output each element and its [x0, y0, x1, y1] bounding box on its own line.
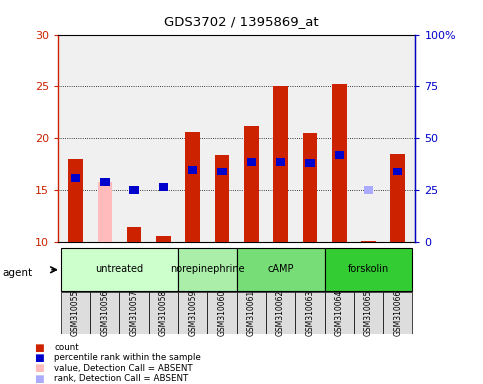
FancyBboxPatch shape	[237, 292, 266, 334]
Text: GSM310065: GSM310065	[364, 290, 373, 336]
FancyBboxPatch shape	[354, 292, 383, 334]
FancyBboxPatch shape	[90, 292, 119, 334]
FancyBboxPatch shape	[61, 248, 178, 291]
FancyBboxPatch shape	[178, 292, 207, 334]
FancyBboxPatch shape	[119, 292, 149, 334]
FancyBboxPatch shape	[178, 248, 237, 291]
Text: ■: ■	[34, 353, 43, 363]
Bar	[100, 178, 110, 186]
Text: percentile rank within the sample: percentile rank within the sample	[54, 353, 201, 362]
FancyBboxPatch shape	[149, 292, 178, 334]
Bar	[302, 133, 317, 242]
Bar	[244, 126, 258, 242]
Bar	[156, 236, 171, 242]
FancyBboxPatch shape	[325, 292, 354, 334]
Bar	[215, 155, 229, 242]
Text: GSM310066: GSM310066	[393, 290, 402, 336]
FancyBboxPatch shape	[325, 248, 412, 291]
FancyBboxPatch shape	[383, 292, 412, 334]
Text: GDS3702 / 1395869_at: GDS3702 / 1395869_at	[164, 15, 319, 28]
Bar	[364, 186, 373, 194]
Text: GSM310062: GSM310062	[276, 290, 285, 336]
Bar	[127, 227, 142, 242]
Text: ■: ■	[34, 374, 43, 384]
Bar	[276, 158, 285, 166]
Bar	[332, 84, 346, 242]
Bar	[68, 159, 83, 242]
Text: norepinephrine: norepinephrine	[170, 264, 245, 274]
Text: untreated: untreated	[96, 264, 143, 274]
Bar	[217, 167, 227, 175]
Bar	[247, 158, 256, 166]
Bar	[361, 241, 376, 242]
Bar	[159, 183, 168, 191]
Text: count: count	[54, 343, 79, 352]
Text: GSM310058: GSM310058	[159, 290, 168, 336]
FancyBboxPatch shape	[207, 292, 237, 334]
Text: GSM310055: GSM310055	[71, 290, 80, 336]
Bar	[305, 159, 314, 167]
Bar	[129, 186, 139, 194]
FancyBboxPatch shape	[61, 292, 90, 334]
Bar	[98, 182, 112, 242]
FancyBboxPatch shape	[295, 292, 325, 334]
Bar	[393, 167, 402, 175]
Text: GSM310057: GSM310057	[129, 290, 139, 336]
Text: rank, Detection Call = ABSENT: rank, Detection Call = ABSENT	[54, 374, 188, 383]
Text: cAMP: cAMP	[268, 264, 294, 274]
FancyBboxPatch shape	[266, 292, 295, 334]
Text: GSM310059: GSM310059	[188, 290, 197, 336]
Bar	[273, 86, 288, 242]
Text: GSM310063: GSM310063	[305, 290, 314, 336]
Bar	[185, 132, 200, 242]
Text: GSM310056: GSM310056	[100, 290, 109, 336]
Bar	[335, 151, 344, 159]
Text: GSM310061: GSM310061	[247, 290, 256, 336]
Text: value, Detection Call = ABSENT: value, Detection Call = ABSENT	[54, 364, 193, 373]
Text: GSM310064: GSM310064	[335, 290, 344, 336]
Text: ■: ■	[34, 343, 43, 353]
FancyBboxPatch shape	[237, 248, 325, 291]
Bar	[71, 174, 80, 182]
Text: GSM310060: GSM310060	[217, 290, 227, 336]
Text: agent: agent	[2, 268, 32, 278]
Text: forskolin: forskolin	[348, 264, 389, 274]
Bar	[390, 154, 405, 242]
Text: ■: ■	[34, 363, 43, 373]
Bar	[188, 167, 198, 174]
